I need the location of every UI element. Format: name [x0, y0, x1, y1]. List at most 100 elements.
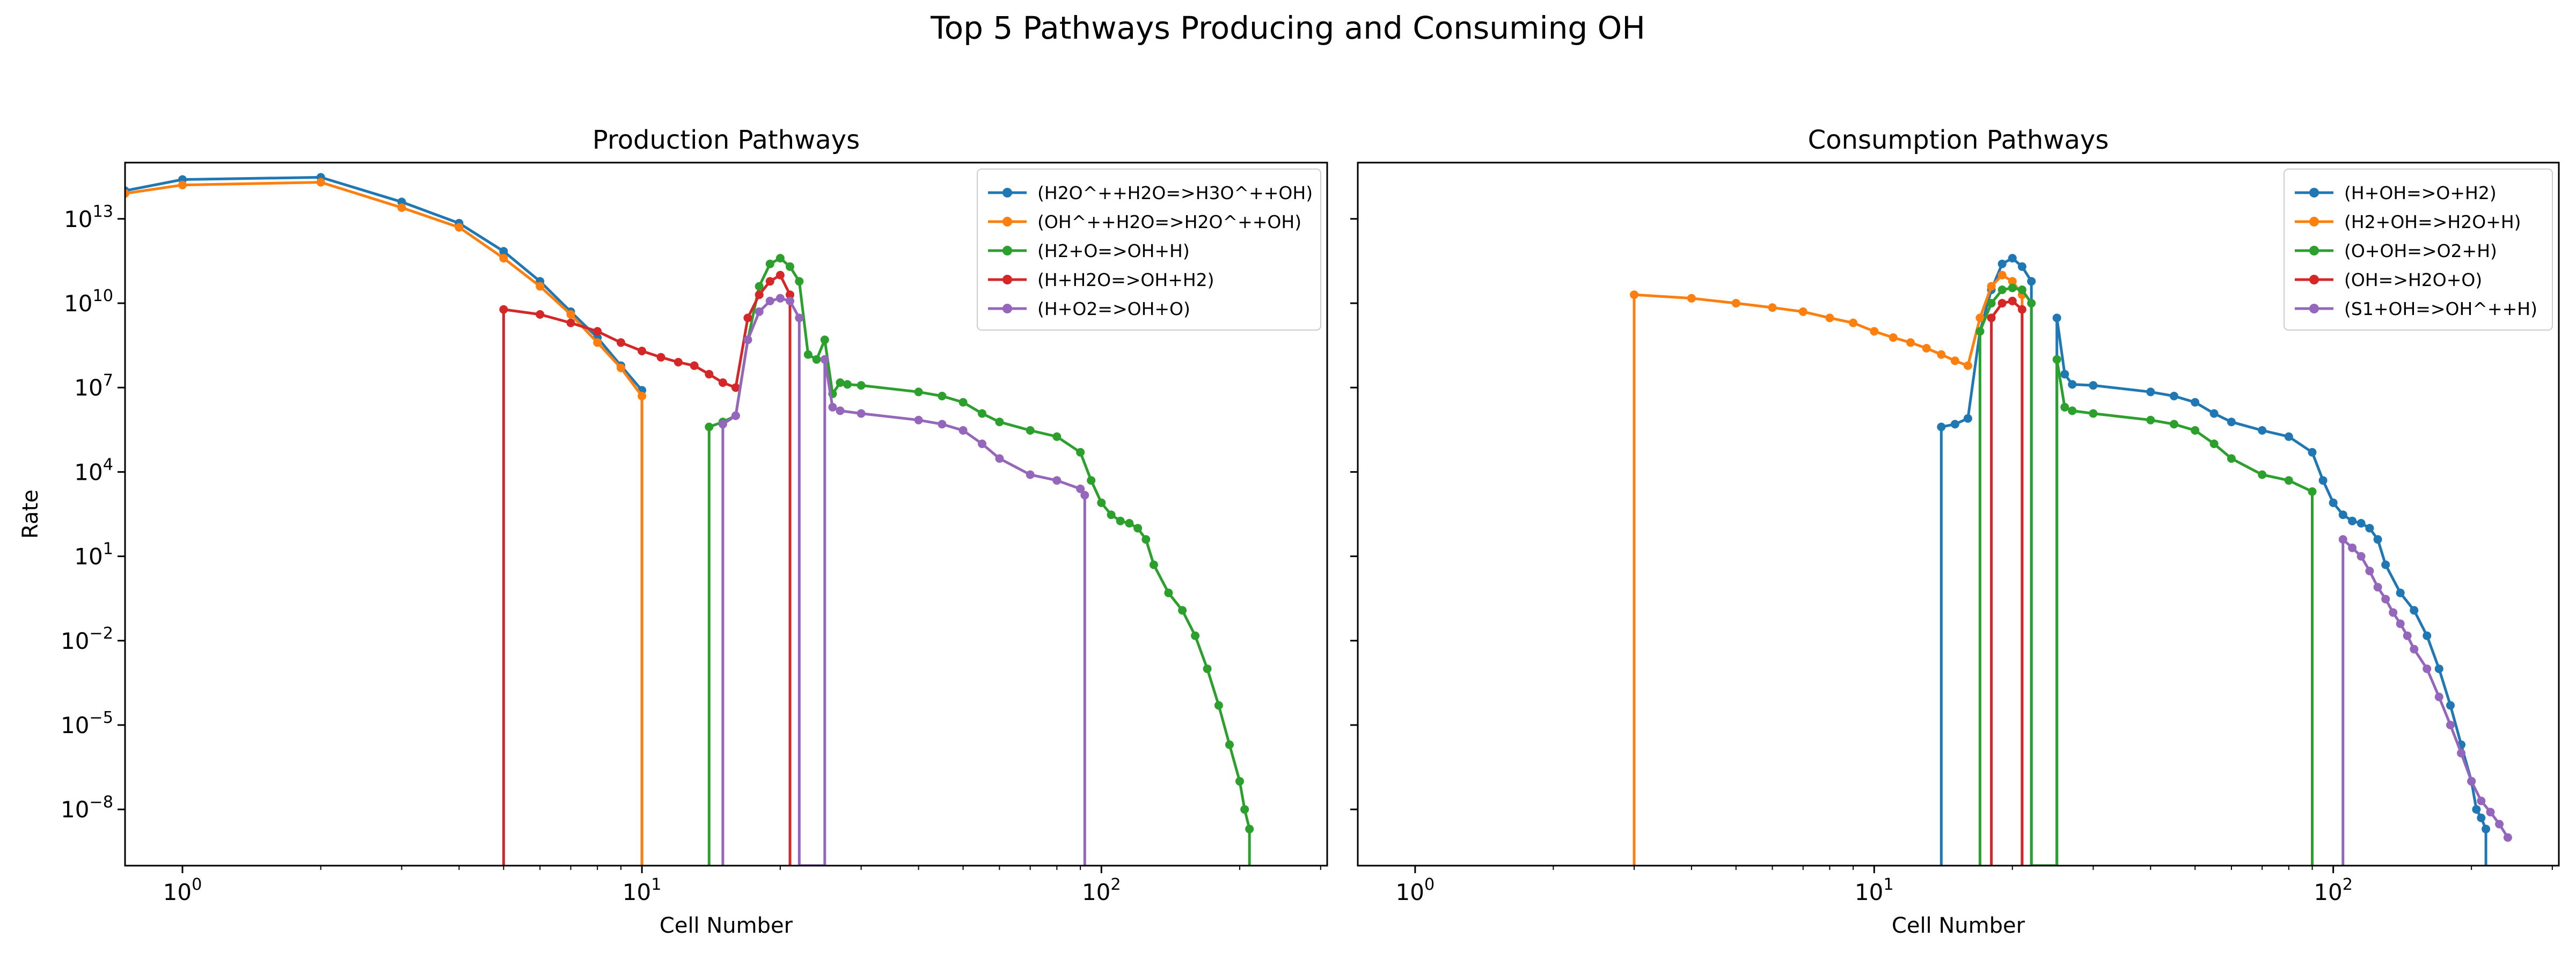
x-tick-label: 101	[1855, 875, 1894, 905]
data-point	[2457, 749, 2466, 758]
data-point	[2008, 283, 2017, 292]
data-point	[843, 380, 852, 389]
data-point	[2338, 510, 2347, 519]
data-point	[786, 296, 794, 305]
data-point	[2381, 595, 2390, 604]
data-point	[2365, 567, 2374, 575]
data-point	[566, 318, 575, 327]
data-point	[958, 398, 968, 407]
data-point	[1987, 299, 1996, 308]
data-point	[499, 254, 508, 263]
data-point	[2027, 277, 2036, 286]
data-point	[775, 270, 785, 280]
data-point	[2381, 560, 2390, 569]
data-point	[2477, 814, 2486, 822]
data-point	[2318, 476, 2328, 485]
data-point	[2209, 409, 2219, 418]
data-point	[718, 420, 727, 429]
plot-frame	[1357, 162, 2560, 867]
data-point	[2068, 380, 2077, 389]
data-point	[2348, 516, 2357, 525]
data-point	[2008, 296, 2017, 305]
data-point	[2467, 777, 2476, 786]
data-point	[775, 294, 785, 303]
data-point	[1950, 420, 1959, 429]
data-point	[2052, 313, 2061, 323]
data-point	[978, 440, 986, 448]
legend-swatch-marker	[1002, 246, 1012, 255]
data-point	[2396, 588, 2405, 597]
legend-label: (OH^++H2O=>H2O^++OH)	[1037, 211, 1301, 232]
data-point	[828, 402, 837, 412]
data-point	[2486, 808, 2495, 817]
data-point	[1225, 740, 1234, 749]
data-point	[795, 277, 804, 286]
y-tick-label: 107	[74, 371, 113, 401]
data-point	[786, 290, 794, 299]
data-point	[2060, 370, 2069, 379]
data-point	[2365, 524, 2374, 533]
production-chart: Production Pathways 100 101 102 10−8 10−5 10−2…	[18, 125, 1328, 938]
data-point	[656, 353, 665, 362]
x-tick-label: 102	[1082, 875, 1121, 905]
data-point	[2423, 664, 2432, 674]
figure-title: Top 5 Pathways Producing and Consuming O…	[930, 10, 1645, 46]
x-tick-label: 100	[163, 875, 202, 905]
data-point	[2017, 286, 2026, 294]
chart-title: Production Pathways	[592, 125, 860, 155]
data-point	[397, 203, 406, 212]
series-line	[125, 181, 643, 866]
data-point	[1141, 535, 1151, 544]
data-point	[1937, 422, 1946, 431]
y-tick-label: 1010	[64, 287, 113, 317]
data-point	[914, 387, 923, 397]
data-point	[2446, 721, 2455, 729]
data-point	[2503, 833, 2512, 842]
legend-swatch-marker	[1002, 275, 1012, 284]
data-point	[593, 327, 602, 336]
legend-swatch-marker	[2309, 275, 2319, 284]
data-point	[2284, 432, 2293, 441]
data-point	[499, 305, 508, 314]
data-point	[316, 178, 325, 187]
data-point	[2017, 305, 2026, 314]
series-line	[721, 297, 1086, 866]
data-point	[536, 282, 545, 291]
legend-label: (H+OH=>O+H2)	[2344, 182, 2497, 203]
data-point	[1849, 318, 1858, 327]
data-point	[755, 307, 764, 316]
data-point	[499, 247, 508, 256]
data-point	[938, 420, 947, 429]
data-point	[2258, 426, 2267, 435]
data-point	[836, 378, 845, 387]
data-point	[1149, 560, 1158, 569]
data-point	[1889, 333, 1898, 342]
legend-label: (O+OH=>O2+H)	[2344, 240, 2497, 261]
data-point	[2434, 664, 2443, 674]
data-point	[2446, 701, 2455, 710]
series-line	[1978, 287, 2314, 866]
data-point	[731, 411, 740, 420]
data-point	[2357, 519, 2366, 528]
data-point	[1768, 303, 1777, 312]
data-point	[1076, 448, 1085, 457]
data-point	[2495, 819, 2504, 829]
data-point	[705, 370, 714, 379]
data-point	[617, 363, 625, 372]
data-point	[1080, 491, 1089, 500]
y-tick-label: 1013	[64, 202, 113, 232]
data-point	[455, 223, 464, 232]
y-axis-label: Rate	[18, 489, 43, 539]
series-line	[502, 274, 792, 866]
data-point	[2227, 418, 2236, 427]
consumption-chart: Consumption Pathways 100 101 102 Cell Number…	[1350, 125, 2560, 938]
data-point	[1987, 282, 1996, 291]
legend-label: (OH=>H2O+O)	[2344, 269, 2482, 290]
x-tick-label: 102	[2314, 875, 2353, 905]
legend-box	[2284, 169, 2553, 331]
data-point	[1997, 286, 2007, 294]
legend-swatch-marker	[1002, 304, 1012, 313]
data-point	[2338, 535, 2347, 544]
legend-swatch-marker	[2309, 217, 2319, 226]
data-point	[1125, 519, 1134, 528]
